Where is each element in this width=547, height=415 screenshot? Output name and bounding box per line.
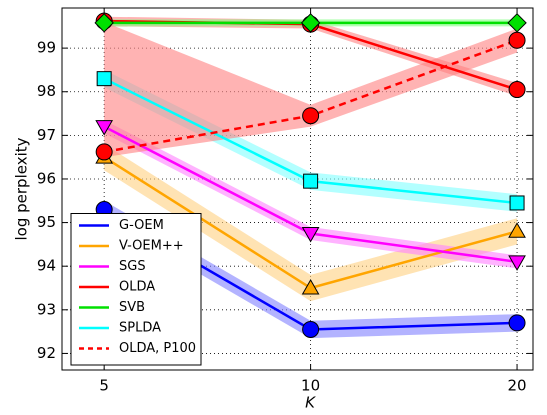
legend-label: OLDA, P100 bbox=[119, 341, 196, 356]
y-tick-label: 94 bbox=[37, 257, 56, 275]
band bbox=[104, 144, 518, 302]
y-tick-label: 93 bbox=[37, 300, 56, 318]
x-tick-label: 20 bbox=[508, 377, 527, 395]
legend-label: SGS bbox=[119, 259, 146, 274]
marker bbox=[302, 107, 320, 125]
y-tick-label: 98 bbox=[37, 82, 56, 100]
x-tick-label: 5 bbox=[99, 377, 109, 395]
y-tick-label: 92 bbox=[37, 344, 56, 362]
marker bbox=[507, 13, 527, 33]
marker bbox=[301, 226, 320, 243]
marker bbox=[508, 222, 526, 238]
y-tick-label: 95 bbox=[37, 213, 56, 231]
marker bbox=[300, 13, 321, 33]
marker bbox=[508, 31, 526, 49]
marker bbox=[301, 278, 320, 295]
legend-label: OLDA bbox=[119, 280, 155, 295]
y-axis-label: log perplexity bbox=[13, 137, 31, 240]
marker bbox=[95, 143, 113, 161]
marker bbox=[303, 173, 319, 189]
marker bbox=[96, 71, 112, 87]
marker bbox=[508, 314, 526, 332]
marker bbox=[95, 120, 114, 136]
y-tick-label: 97 bbox=[37, 126, 56, 144]
legend-label: V-OEM++ bbox=[119, 239, 184, 254]
grid bbox=[62, 8, 533, 370]
y-tick-label: 96 bbox=[37, 169, 56, 187]
marker bbox=[508, 81, 526, 99]
marker bbox=[94, 13, 114, 33]
legend-label: SVB bbox=[119, 300, 145, 315]
marker bbox=[302, 320, 320, 338]
marker bbox=[508, 255, 526, 271]
legend: G-OEM V-OEM++ SGS OLDA SVB SPLDA OLDA, P100 bbox=[70, 213, 202, 366]
band bbox=[104, 21, 518, 158]
legend-box bbox=[70, 213, 202, 366]
legend-label: G-OEM bbox=[119, 218, 164, 233]
x-tick-label: 10 bbox=[301, 377, 320, 395]
marker bbox=[509, 195, 525, 211]
y-tick-label: 99 bbox=[37, 39, 56, 57]
x-axis-label: K bbox=[305, 394, 316, 412]
plot-frame bbox=[61, 7, 534, 371]
legend-label: SPLDA bbox=[119, 321, 161, 336]
